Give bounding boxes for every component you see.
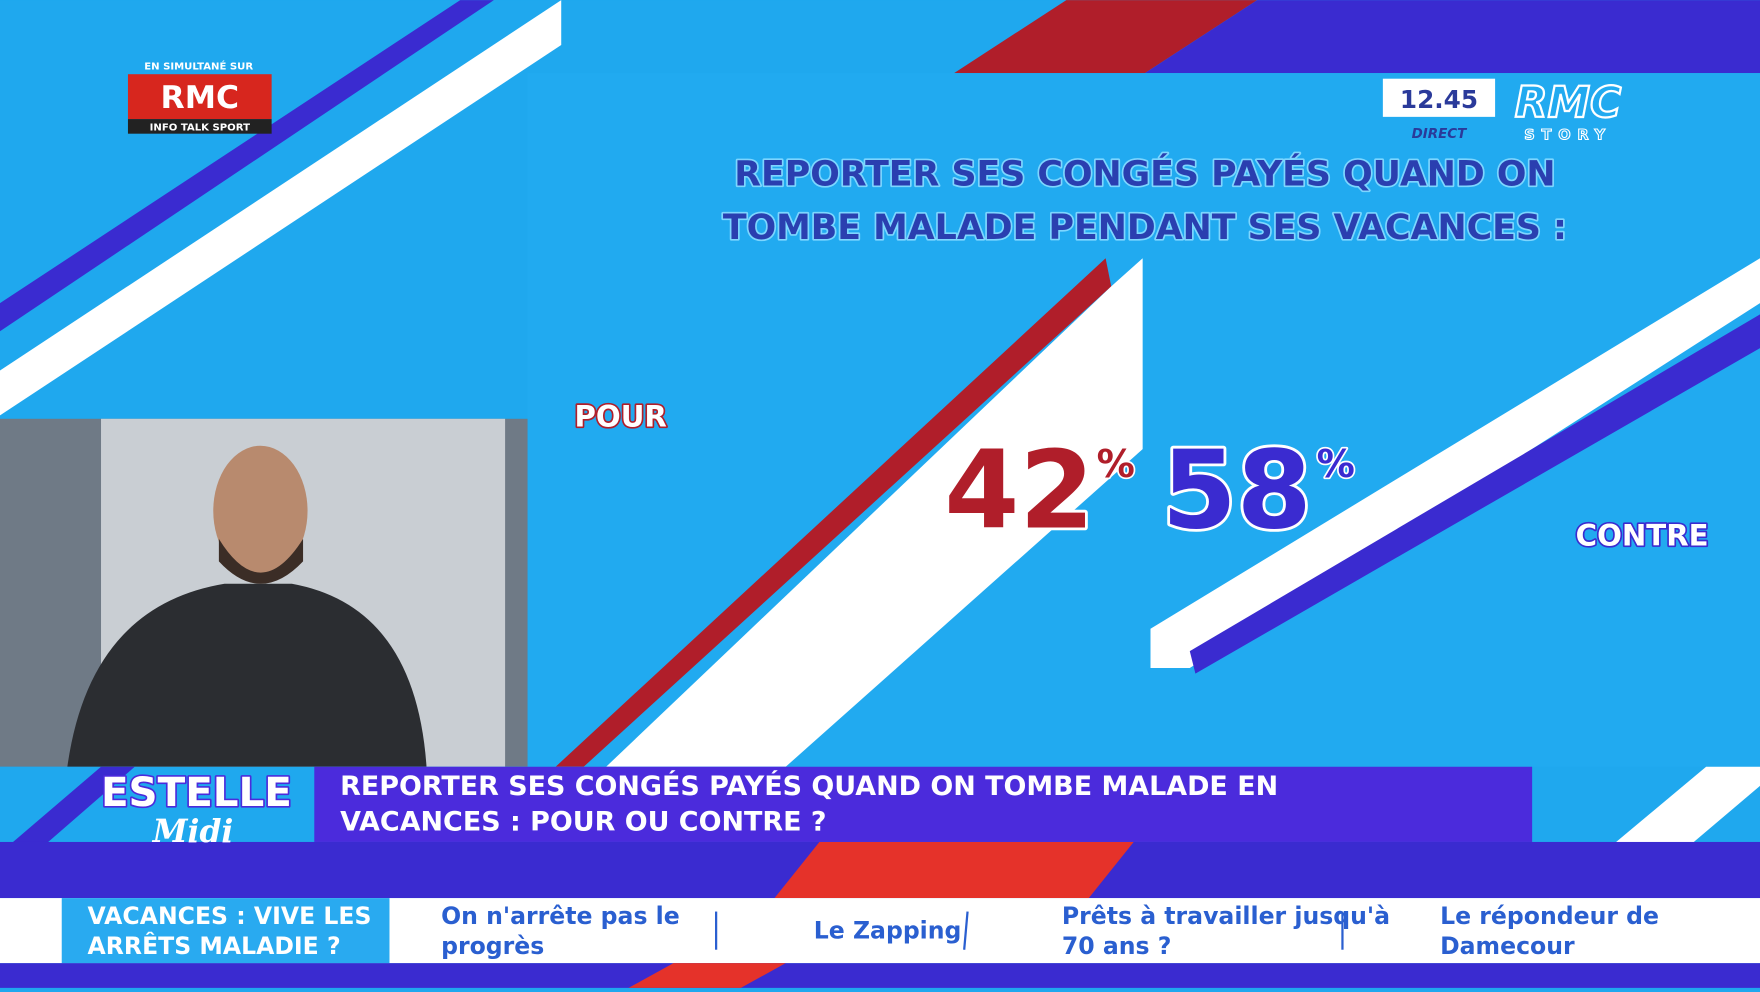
headline-box bbox=[314, 766, 1533, 842]
result-label: POUR bbox=[575, 400, 667, 434]
stripe bbox=[555, 258, 1112, 767]
presenter bbox=[67, 583, 427, 767]
ticker-separator bbox=[963, 911, 969, 950]
brand: RMC bbox=[1515, 78, 1622, 128]
presenter bbox=[213, 445, 308, 576]
result-unit: % bbox=[1097, 442, 1135, 486]
logo-name: RMC bbox=[161, 80, 240, 116]
logo-bottom: INFO TALK SPORT bbox=[150, 122, 250, 133]
logo-top: EN SIMULTANÉ SUR bbox=[144, 60, 253, 73]
stripe bbox=[774, 841, 1134, 899]
show-name: ESTELLE bbox=[101, 768, 292, 816]
result-unit: % bbox=[1317, 442, 1355, 486]
headline: VACANCES : POUR OU CONTRE ? bbox=[340, 807, 826, 838]
poll-title: REPORTER SES CONGÉS PAYÉS QUAND ON bbox=[734, 152, 1555, 194]
ticker-item: 70 ans ? bbox=[1062, 932, 1172, 960]
ticker-item: On n'arrête pas le bbox=[441, 902, 680, 930]
ticker-item: Prêts à travailler jusqu'à bbox=[1062, 902, 1390, 930]
stripe bbox=[628, 963, 786, 988]
clock-time: 12.45 bbox=[1400, 85, 1478, 114]
result-value: 58 bbox=[1162, 429, 1312, 554]
bottom-strip bbox=[0, 963, 1760, 988]
stripe bbox=[1189, 314, 1760, 674]
ticker-current-text: ARRÊTS MALADIE ? bbox=[88, 932, 341, 960]
stripe bbox=[954, 0, 1258, 74]
clock-box bbox=[1382, 78, 1496, 117]
ticker-item: Damecour bbox=[1440, 932, 1575, 960]
stripe bbox=[1150, 258, 1760, 668]
ticker-item: progrès bbox=[441, 932, 544, 960]
show-sub: Midi bbox=[152, 813, 234, 850]
ticker-item: Le répondeur de bbox=[1440, 902, 1659, 930]
stripe bbox=[1144, 0, 1760, 74]
stripe bbox=[0, 766, 135, 865]
clock-status: DIRECT bbox=[1412, 127, 1469, 142]
stripe bbox=[0, 0, 562, 416]
poll-title: TOMBE MALADE PENDANT SES VACANCES : bbox=[723, 208, 1567, 248]
brand-sub: STORY bbox=[1524, 126, 1612, 143]
logo-box bbox=[127, 74, 272, 120]
logo-strip bbox=[127, 119, 272, 134]
stripe bbox=[606, 258, 1143, 767]
result-value: 42 bbox=[944, 429, 1094, 554]
result-label: CONTRE bbox=[1576, 519, 1709, 553]
headline: REPORTER SES CONGÉS PAYÉS QUAND ON TOMBE… bbox=[340, 770, 1278, 802]
ticker-current-text: VACANCES : VIVE LES bbox=[88, 902, 372, 930]
presenter bbox=[218, 538, 304, 584]
ticker-current bbox=[61, 898, 390, 964]
stripe bbox=[0, 0, 494, 332]
ticker-item: Le Zapping bbox=[814, 916, 962, 944]
